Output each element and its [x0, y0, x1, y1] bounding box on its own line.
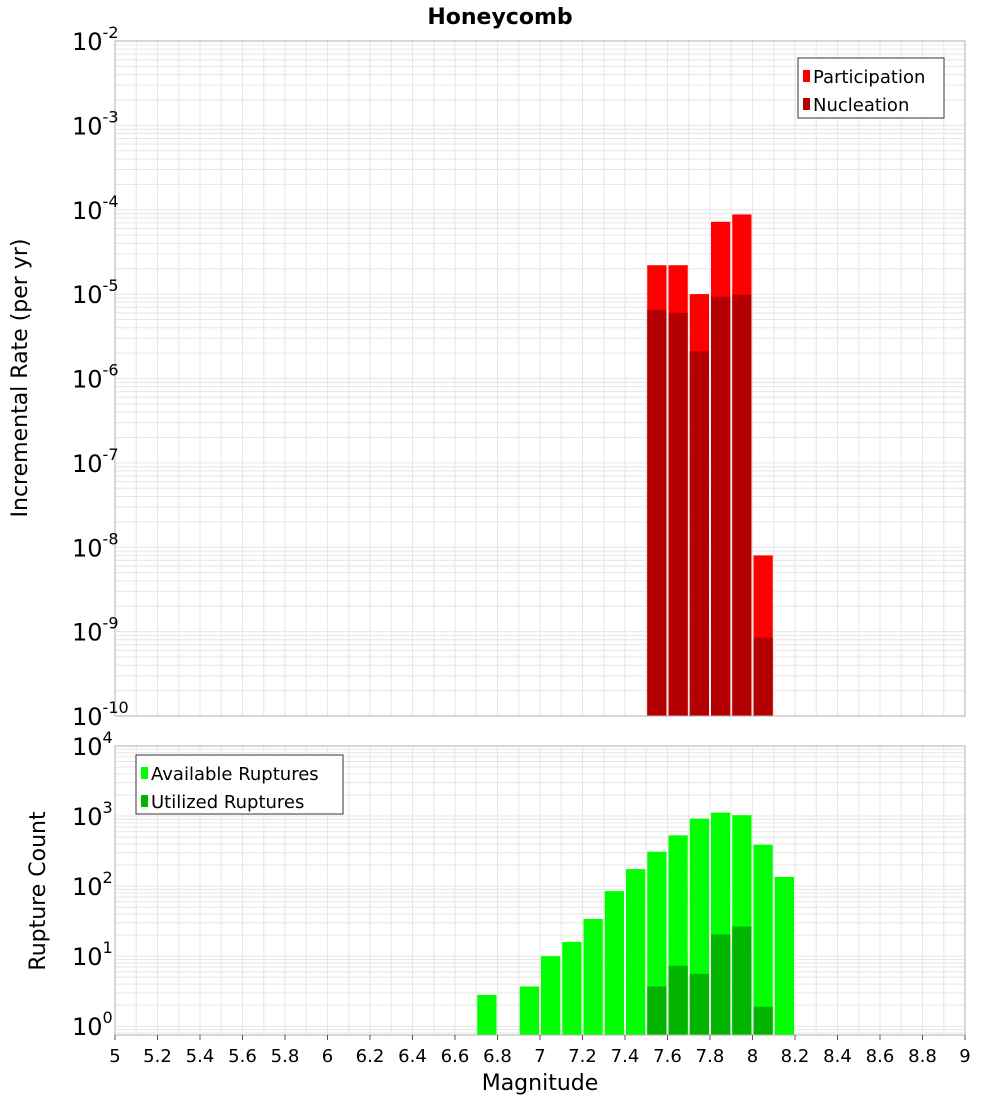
- y-tick-label: 10-8: [72, 529, 119, 562]
- x-tick-label: 5.2: [143, 1046, 172, 1067]
- y-tick-label: 103: [72, 798, 113, 831]
- x-tick-label: 7.8: [696, 1046, 725, 1067]
- x-tick-label: 8.8: [908, 1046, 937, 1067]
- y-tick-label: 10-3: [72, 107, 119, 140]
- nucleation-bar: [689, 351, 709, 716]
- rate-panel-grid: [114, 41, 966, 717]
- available-ruptures-bar: [583, 918, 603, 1035]
- x-tick-label: 8: [747, 1046, 758, 1067]
- y-tick-label: 10-7: [72, 445, 119, 478]
- legend-swatch: [141, 767, 148, 779]
- y-tick-label: 10-4: [72, 192, 119, 225]
- x-tick-label: 8.6: [866, 1046, 895, 1067]
- y-tick-label: 10-2: [72, 23, 119, 56]
- y-tick-label: 101: [72, 938, 113, 971]
- rate-panel-legend: Participation Nucleation: [797, 57, 945, 119]
- legend-box: [797, 57, 945, 119]
- x-tick-label: 6.2: [356, 1046, 385, 1067]
- x-tick-label: 5.6: [228, 1046, 257, 1067]
- y-tick-label: 10-6: [72, 361, 119, 394]
- legend-swatch: [803, 98, 810, 110]
- count-panel-y-axis-label: Rupture Count: [26, 811, 51, 971]
- count-panel: 100 101 102 103 104 Rupture Count Available …: [26, 728, 971, 1096]
- utilized-ruptures-bar: [647, 986, 667, 1035]
- chart-title: Honeycomb: [427, 5, 572, 30]
- y-tick-label: 10-10: [72, 698, 129, 731]
- count-panel-legend: Available Ruptures Utilized Ruptures: [135, 754, 344, 815]
- x-tick-label: 5.8: [271, 1046, 300, 1067]
- rate-panel-y-ticks: 10-10 10-9 10-8 10-7 10-6 10-5 10-4 10-3 10-2: [72, 23, 129, 731]
- count-panel-bars: [477, 812, 794, 1035]
- x-tick-label: 6.6: [441, 1046, 470, 1067]
- y-tick-label: 10-9: [72, 614, 119, 647]
- rate-panel: 10-10 10-9 10-8 10-7 10-6 10-5 10-4 10-3 10-2 In…: [8, 23, 966, 731]
- x-tick-label: 7.6: [653, 1046, 682, 1067]
- utilized-ruptures-bar: [689, 973, 709, 1035]
- y-tick-label: 104: [72, 728, 113, 761]
- x-tick-label: 5: [109, 1046, 120, 1067]
- y-tick-label: 102: [72, 868, 113, 901]
- count-panel-y-ticks: 100 101 102 103 104: [72, 728, 113, 1041]
- legend-entry: Participation: [813, 67, 925, 88]
- available-ruptures-bar: [477, 994, 497, 1035]
- x-tick-label: 6.4: [398, 1046, 427, 1067]
- available-ruptures-bar: [519, 986, 539, 1035]
- utilized-ruptures-bar: [732, 926, 752, 1035]
- utilized-ruptures-bar: [711, 934, 731, 1035]
- x-axis-ticks: 5 5.2 5.4 5.6 5.8 6 6.2 6.4 6.6 6.8 7 7.2 7.4 7.6 7.8 8…: [109, 1035, 971, 1067]
- legend-swatch: [803, 70, 810, 82]
- x-axis-label: Magnitude: [482, 1071, 599, 1096]
- legend-entry: Utilized Ruptures: [151, 792, 304, 813]
- utilized-ruptures-bar: [753, 1006, 773, 1035]
- available-ruptures-bar: [541, 956, 561, 1035]
- nucleation-bar: [753, 637, 773, 716]
- utilized-ruptures-bar: [668, 965, 688, 1035]
- rate-panel-y-axis-label: Incremental Rate (per yr): [8, 239, 33, 518]
- rate-panel-bars: [647, 214, 773, 717]
- nucleation-bar: [711, 296, 731, 716]
- legend-swatch: [141, 795, 148, 807]
- x-tick-label: 7: [534, 1046, 545, 1067]
- x-tick-label: 8.4: [823, 1046, 852, 1067]
- x-tick-label: 5.4: [186, 1046, 215, 1067]
- x-tick-label: 8.2: [781, 1046, 810, 1067]
- legend-entry: Nucleation: [813, 95, 909, 116]
- legend-entry: Available Ruptures: [151, 764, 319, 785]
- available-ruptures-bar: [626, 869, 646, 1035]
- x-tick-label: 9: [959, 1046, 970, 1067]
- y-tick-label: 10-5: [72, 276, 119, 309]
- y-tick-label: 100: [72, 1008, 113, 1041]
- rate-panel-frame: [114, 40, 966, 717]
- x-tick-label: 6: [322, 1046, 333, 1067]
- available-ruptures-bar: [562, 941, 582, 1035]
- available-ruptures-bar: [774, 876, 794, 1035]
- legend-box: [135, 754, 344, 815]
- x-tick-label: 6.8: [483, 1046, 512, 1067]
- available-ruptures-bar: [604, 891, 624, 1035]
- x-tick-label: 7.4: [611, 1046, 640, 1067]
- x-tick-label: 7.2: [568, 1046, 597, 1067]
- nucleation-bar: [732, 294, 752, 716]
- available-ruptures-bar: [753, 844, 773, 1035]
- nucleation-bar: [668, 312, 688, 716]
- nucleation-bar: [647, 309, 667, 716]
